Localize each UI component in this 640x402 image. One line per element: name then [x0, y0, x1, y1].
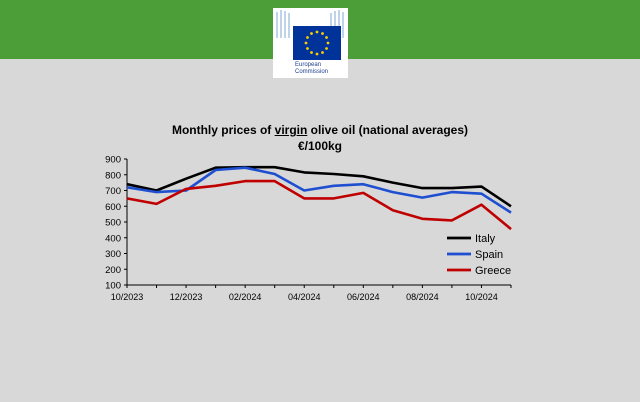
y-tick-label: 900	[105, 155, 121, 166]
x-tick-label: 12/2023	[170, 292, 203, 302]
eu-star	[321, 51, 324, 54]
y-tick-label: 700	[105, 186, 121, 197]
legend-label-italy: Italy	[475, 233, 496, 245]
eu-star	[310, 32, 313, 35]
x-tick-label: 02/2024	[229, 292, 262, 302]
x-tick-label: 10/2023	[111, 292, 144, 302]
y-tick-label: 800	[105, 170, 121, 181]
eu-star	[306, 47, 309, 50]
series-line-italy	[126, 165, 512, 208]
eu-star	[306, 36, 309, 39]
x-tick-label: 08/2024	[406, 292, 439, 302]
eu-star	[321, 32, 324, 35]
y-tick-label: 100	[105, 281, 121, 292]
title-highlight: virgin	[274, 123, 308, 137]
title-after: olive oil (national averages)	[307, 123, 469, 137]
chart-legend: Italy Spain Greece	[447, 233, 511, 277]
logo-caption: European Commission	[295, 62, 347, 76]
logo-graphic	[276, 10, 344, 60]
y-tick-label: 400	[105, 233, 121, 244]
eu-star	[310, 51, 313, 54]
chart-subtitle: €/100kg	[297, 139, 343, 153]
legend-label-greece: Greece	[475, 265, 511, 277]
eu-star	[304, 41, 308, 45]
x-tick-label: 06/2024	[347, 292, 380, 302]
eu-star	[326, 41, 330, 45]
eu-star	[325, 47, 328, 50]
x-tick-label: 04/2024	[288, 292, 321, 302]
title-before: Monthly prices of	[171, 123, 275, 137]
eu-star	[325, 36, 328, 39]
eu-star	[315, 52, 319, 56]
eu-stars-icon	[304, 30, 330, 56]
series-line-greece	[126, 179, 512, 231]
chart-title: Monthly prices of virgin olive oil (nati…	[120, 122, 520, 154]
logo-line-1: European	[295, 62, 322, 68]
logo-line-2: Commission	[295, 69, 329, 75]
x-tick-label: 10/2024	[465, 292, 498, 302]
berlaymont-building-icon	[276, 10, 344, 38]
european-commission-logo: European Commission	[273, 8, 348, 78]
y-tick-label: 200	[105, 265, 121, 276]
legend-label-spain: Spain	[475, 249, 503, 261]
y-tick-label: 600	[105, 202, 121, 213]
series-lines	[126, 165, 512, 231]
chart-axes: 100 200 300 400 500 600 700 800 900 10/2023 12/202…	[105, 155, 512, 302]
y-tick-label: 300	[105, 249, 121, 260]
y-tick-label: 500	[105, 218, 121, 229]
eu-star	[315, 30, 319, 34]
